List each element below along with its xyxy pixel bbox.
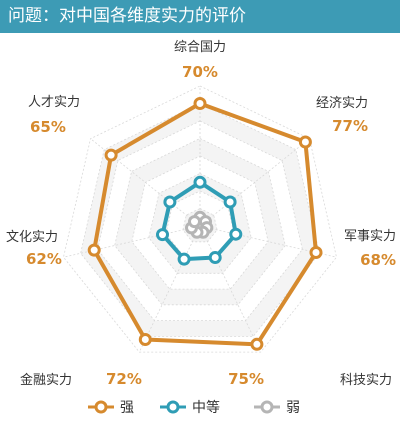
data-point bbox=[208, 251, 222, 264]
data-point bbox=[193, 175, 207, 189]
series-中等 bbox=[156, 175, 243, 266]
data-label: 62% bbox=[26, 250, 62, 268]
data-point bbox=[163, 195, 177, 209]
axis-label: 综合国力 bbox=[174, 40, 226, 55]
radar-series bbox=[87, 97, 323, 351]
legend-item: 强 bbox=[88, 400, 134, 416]
data-label: 68% bbox=[360, 251, 396, 269]
radar-gridline bbox=[63, 85, 337, 353]
radar-spoke bbox=[63, 225, 201, 258]
radar-gridline bbox=[114, 138, 286, 306]
data-point bbox=[87, 243, 101, 257]
radar-gridline bbox=[80, 103, 320, 337]
legend-marker bbox=[94, 400, 108, 414]
axis-label: 军事实力 bbox=[344, 229, 396, 244]
data-point bbox=[104, 148, 118, 162]
chart-title: 问题：对中国各维度实力的评价 bbox=[8, 6, 246, 26]
axis-label: 经济实力 bbox=[316, 96, 368, 111]
axis-label: 科技实力 bbox=[340, 373, 392, 388]
legend-item: 中等 bbox=[160, 399, 220, 416]
data-point bbox=[138, 333, 152, 346]
radar-spoke bbox=[138, 225, 201, 353]
data-point bbox=[188, 215, 201, 229]
radar-spoke bbox=[199, 138, 310, 227]
axis-label: 金融实力 bbox=[20, 372, 72, 388]
data-point bbox=[250, 337, 264, 351]
axis-labels: 综合国力 70% 经济实力 77% 军事实力 68% 科技实力 75% 金融实力 72% 文化实力 6… bbox=[6, 40, 396, 388]
axis-label: 人才实力 bbox=[28, 95, 80, 110]
legend-label: 中等 bbox=[192, 399, 220, 416]
legend: 强 中等 弱 bbox=[88, 399, 300, 416]
legend-marker bbox=[260, 400, 274, 414]
legend-label: 强 bbox=[120, 400, 134, 416]
radar-gridline bbox=[165, 190, 235, 258]
legend-label: 弱 bbox=[286, 400, 300, 416]
radar-spoke bbox=[199, 225, 262, 353]
chart-title-banner: 问题：对中国各维度实力的评价 bbox=[0, 0, 400, 33]
radar-gridlines bbox=[63, 85, 337, 353]
series-强 bbox=[87, 97, 323, 351]
radar-gridline bbox=[148, 173, 252, 274]
data-point bbox=[229, 227, 243, 241]
data-label: 70% bbox=[182, 63, 218, 81]
data-point bbox=[223, 195, 237, 209]
data-point bbox=[298, 135, 312, 149]
series-line bbox=[92, 101, 318, 347]
legend-marker bbox=[166, 400, 180, 414]
series-弱 bbox=[185, 210, 214, 239]
radar-gridline bbox=[182, 208, 218, 243]
axis-label: 文化实力 bbox=[6, 230, 58, 245]
data-point bbox=[156, 228, 169, 242]
data-point bbox=[193, 97, 207, 110]
legend-item: 弱 bbox=[254, 400, 300, 416]
data-label: 75% bbox=[228, 370, 264, 388]
data-point bbox=[309, 246, 323, 259]
data-label: 77% bbox=[332, 117, 368, 135]
data-point bbox=[177, 252, 191, 266]
radar-gridline bbox=[131, 155, 269, 290]
data-label: 72% bbox=[106, 370, 142, 388]
data-label: 65% bbox=[30, 118, 66, 136]
